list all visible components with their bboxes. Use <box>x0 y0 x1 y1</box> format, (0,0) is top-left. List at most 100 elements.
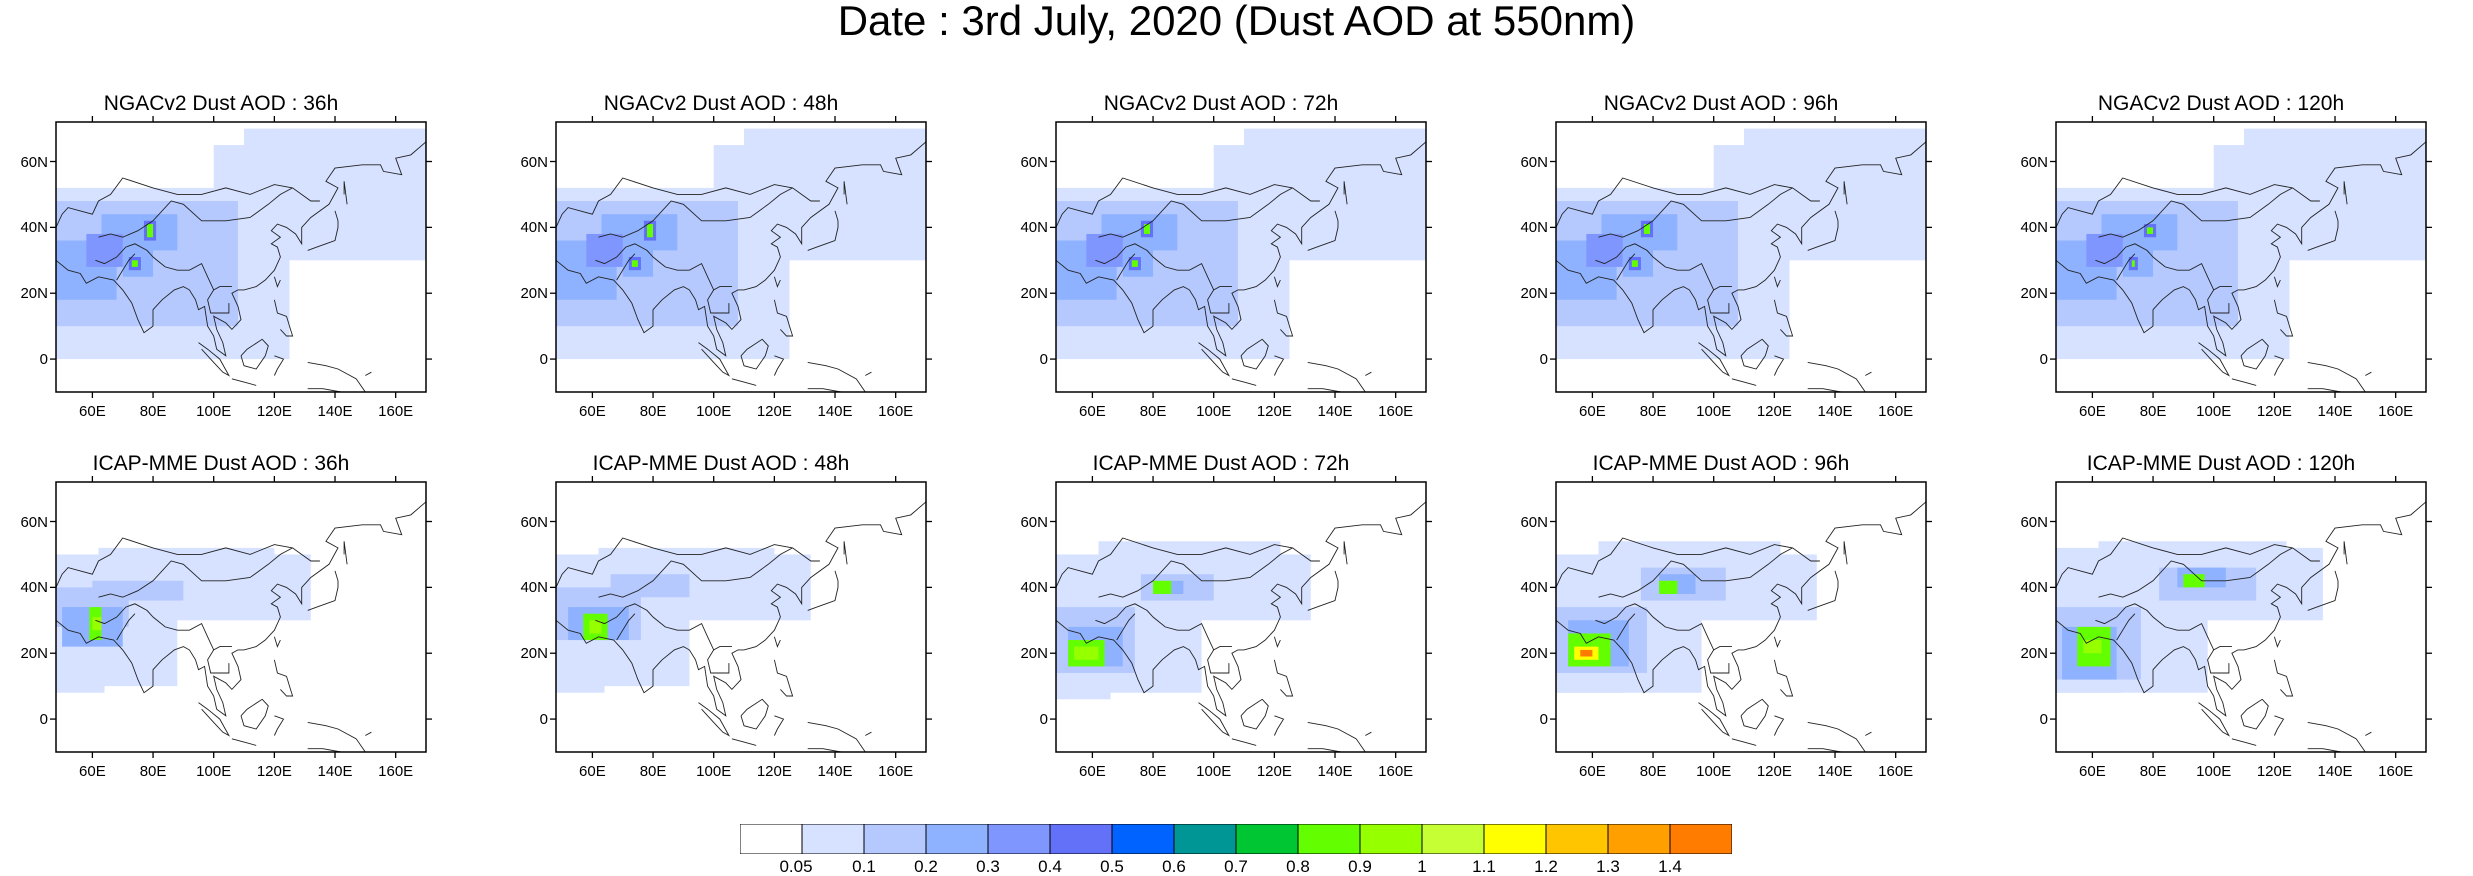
coastline <box>2055 501 2427 717</box>
x-tick-label: 120E <box>1756 763 1792 780</box>
coastline <box>1807 748 1842 753</box>
coastline <box>2055 177 2320 228</box>
coastline <box>231 378 257 386</box>
dust-aod-cell <box>598 547 775 568</box>
x-tick-label: 140E <box>1317 403 1353 420</box>
dust-aod-cell <box>1631 260 1638 267</box>
coastline <box>773 299 794 337</box>
map-frame <box>550 116 932 398</box>
coastline <box>2207 649 2230 674</box>
x-tick-label: 60E <box>579 403 606 420</box>
coastline <box>207 289 230 314</box>
coastline <box>2307 210 2339 251</box>
y-tick-label: 20N <box>2020 285 2048 303</box>
coastline <box>1843 181 1848 205</box>
colorbar-box <box>1297 824 1361 854</box>
y-tick-label: 0 <box>1039 711 1048 729</box>
coastline <box>1055 537 1320 588</box>
coastline <box>1807 361 1866 393</box>
dust-aod-cell <box>744 128 896 178</box>
coastline <box>598 187 793 238</box>
y-tick-label: 20N <box>520 645 548 663</box>
y-tick-label: 60N <box>1520 153 1548 171</box>
coastline <box>1198 342 1231 377</box>
x-tick-label: 60E <box>2079 763 2106 780</box>
coastline <box>1207 289 1230 314</box>
map-border <box>555 481 927 753</box>
coastline <box>365 371 372 376</box>
x-tick-label: 80E <box>639 403 667 420</box>
coastline <box>1273 715 1285 736</box>
coastline <box>1273 636 1281 648</box>
dust-aod-cell <box>2183 574 2205 588</box>
y-tick-label: 40N <box>1020 219 1048 237</box>
coastline <box>2055 537 2320 588</box>
coastline <box>307 210 339 251</box>
dust-aod-cell <box>2131 260 2135 267</box>
coastline <box>1773 355 1785 376</box>
dust-aod-cell <box>92 617 102 631</box>
y-tick-label: 40N <box>20 579 48 597</box>
coastline <box>1307 748 1342 753</box>
map-panel: NGACv2 Dust AOD : 72h 60N 40N 20N 0 60E 80E 100… <box>1006 92 1436 422</box>
x-tick-label: 140E <box>2317 763 2353 780</box>
coastline <box>616 613 636 641</box>
dust-aod-cell <box>56 646 105 693</box>
coastline <box>273 659 294 697</box>
coastline <box>307 721 366 753</box>
dust-aod-cell <box>2244 128 2396 178</box>
y-tick-label: 40N <box>520 219 548 237</box>
x-tick-label: 60E <box>2079 403 2106 420</box>
dust-aod-cell <box>556 646 605 693</box>
x-tick-label: 80E <box>1639 403 1667 420</box>
y-tick-label: 60N <box>1020 153 1048 171</box>
coastline <box>231 738 257 746</box>
coastline <box>2273 299 2294 337</box>
colorbar-tick-label: 0.4 <box>1038 857 1062 876</box>
colorbar-tick-label: 1.2 <box>1534 857 1558 876</box>
coastline <box>1616 253 1636 281</box>
map-panel: NGACv2 Dust AOD : 48h 60N 40N 20N 0 60E 80E 100… <box>506 92 936 422</box>
coastline <box>1773 659 1794 697</box>
dust-aod-cell <box>2146 227 2154 234</box>
colorbar-tick-label: 1.3 <box>1596 857 1620 876</box>
dust-aod-cell <box>1086 233 1123 267</box>
coastline <box>1343 541 1348 565</box>
y-tick-label: 60N <box>2020 513 2048 531</box>
x-tick-label: 160E <box>378 763 414 780</box>
coastline <box>343 541 348 565</box>
x-tick-label: 160E <box>2378 763 2414 780</box>
coastline <box>807 388 842 393</box>
coastline <box>2207 289 2230 314</box>
coastline <box>2273 659 2294 697</box>
coastline <box>1207 649 1230 674</box>
map-border <box>2055 481 2427 753</box>
coastline <box>740 338 769 370</box>
coastline <box>98 187 293 238</box>
dust-aod-map <box>1550 116 1932 398</box>
map-border <box>1555 121 1927 393</box>
x-tick-label: 120E <box>2256 403 2292 420</box>
coastline <box>1116 253 1136 281</box>
y-tick-label: 20N <box>1520 285 1548 303</box>
map-border <box>555 121 927 393</box>
x-tick-label: 60E <box>79 763 106 780</box>
x-tick-label: 60E <box>1079 403 1106 420</box>
colorbar-box <box>1545 824 1609 854</box>
x-tick-label: 160E <box>378 403 414 420</box>
coastline <box>1307 361 1366 393</box>
y-tick-label: 0 <box>1039 351 1048 369</box>
y-tick-label: 40N <box>2020 579 2048 597</box>
coastline <box>273 715 285 736</box>
colorbar-box <box>1111 824 1175 854</box>
coastline <box>773 715 785 736</box>
figure-title: Date : 3rd July, 2020 (Dust AOD at 550nm… <box>837 0 1636 44</box>
map-frame <box>2050 116 2432 398</box>
y-tick-label: 0 <box>1539 711 1548 729</box>
panel-title: ICAP-MME Dust AOD : 120h <box>2086 452 2356 475</box>
y-tick-label: 60N <box>520 513 548 531</box>
x-tick-label: 140E <box>1817 763 1853 780</box>
coastline <box>365 731 372 736</box>
y-tick-label: 40N <box>2020 219 2048 237</box>
coastline <box>273 355 285 376</box>
